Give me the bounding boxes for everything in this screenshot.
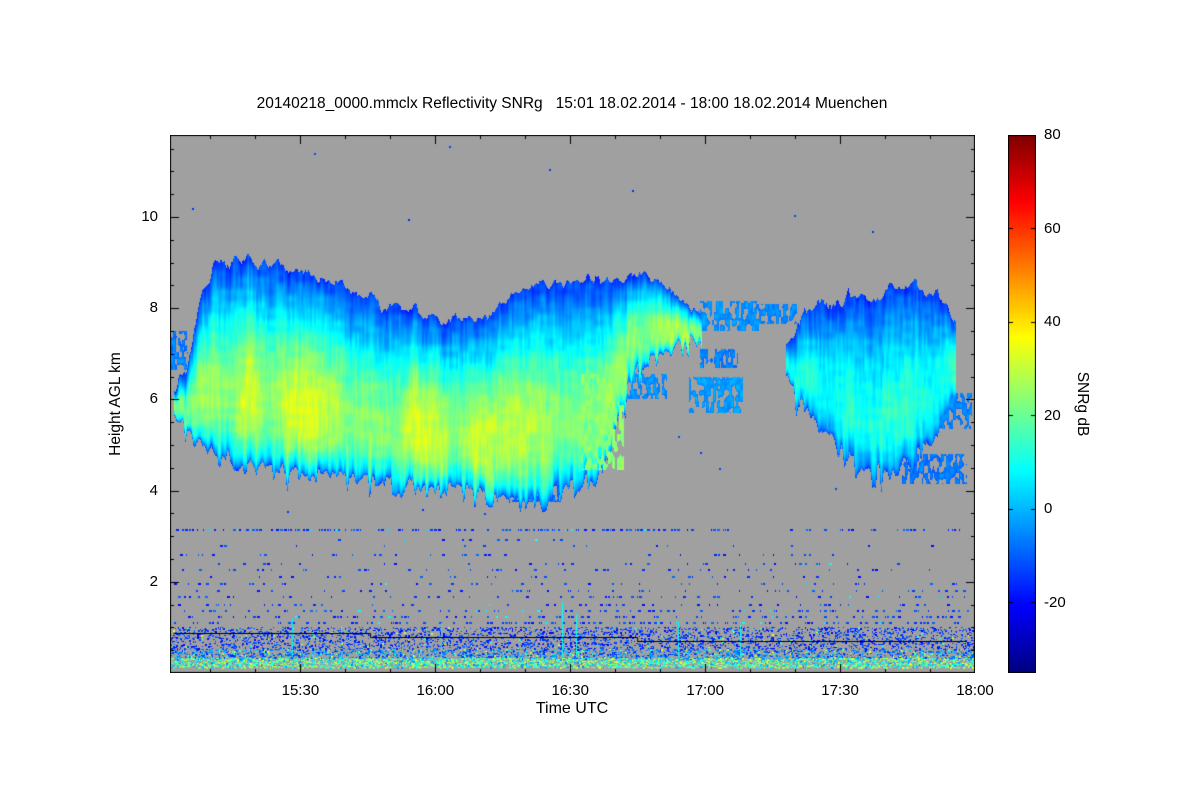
colorbar-tick-label: 80: [1044, 126, 1061, 143]
y-tick-label: 10: [141, 208, 158, 226]
colorbar-label: SNRg dB: [1074, 371, 1091, 437]
x-tick-label: 17:00: [686, 682, 724, 699]
x-tick-label: 17:30: [821, 682, 859, 699]
x-tick-label: 16:00: [416, 682, 455, 699]
colorbar-tick-label: 60: [1044, 219, 1061, 237]
x-axis-label: Time UTC: [535, 700, 609, 717]
heatmap-canvas: [170, 135, 975, 673]
y-tick-label: 4: [149, 481, 158, 499]
colorbar-canvas: [1008, 135, 1036, 673]
colorbar-tick-label: 40: [1044, 313, 1061, 331]
x-tick-label: 15:30: [281, 682, 320, 699]
y-tick-label: 6: [149, 390, 158, 408]
x-tick-label: 18:00: [956, 682, 994, 699]
colorbar-tick-label: -20: [1044, 593, 1066, 611]
y-tick-label: 8: [149, 299, 158, 317]
y-tick-label: 2: [149, 572, 158, 590]
chart-title: 20140218_0000.mmclx Reflectivity SNRg 15…: [256, 95, 888, 112]
x-tick-label: 16:30: [551, 682, 589, 699]
colorbar-tick-label: 20: [1044, 406, 1061, 424]
colorbar-tick-label: 0: [1044, 500, 1053, 518]
